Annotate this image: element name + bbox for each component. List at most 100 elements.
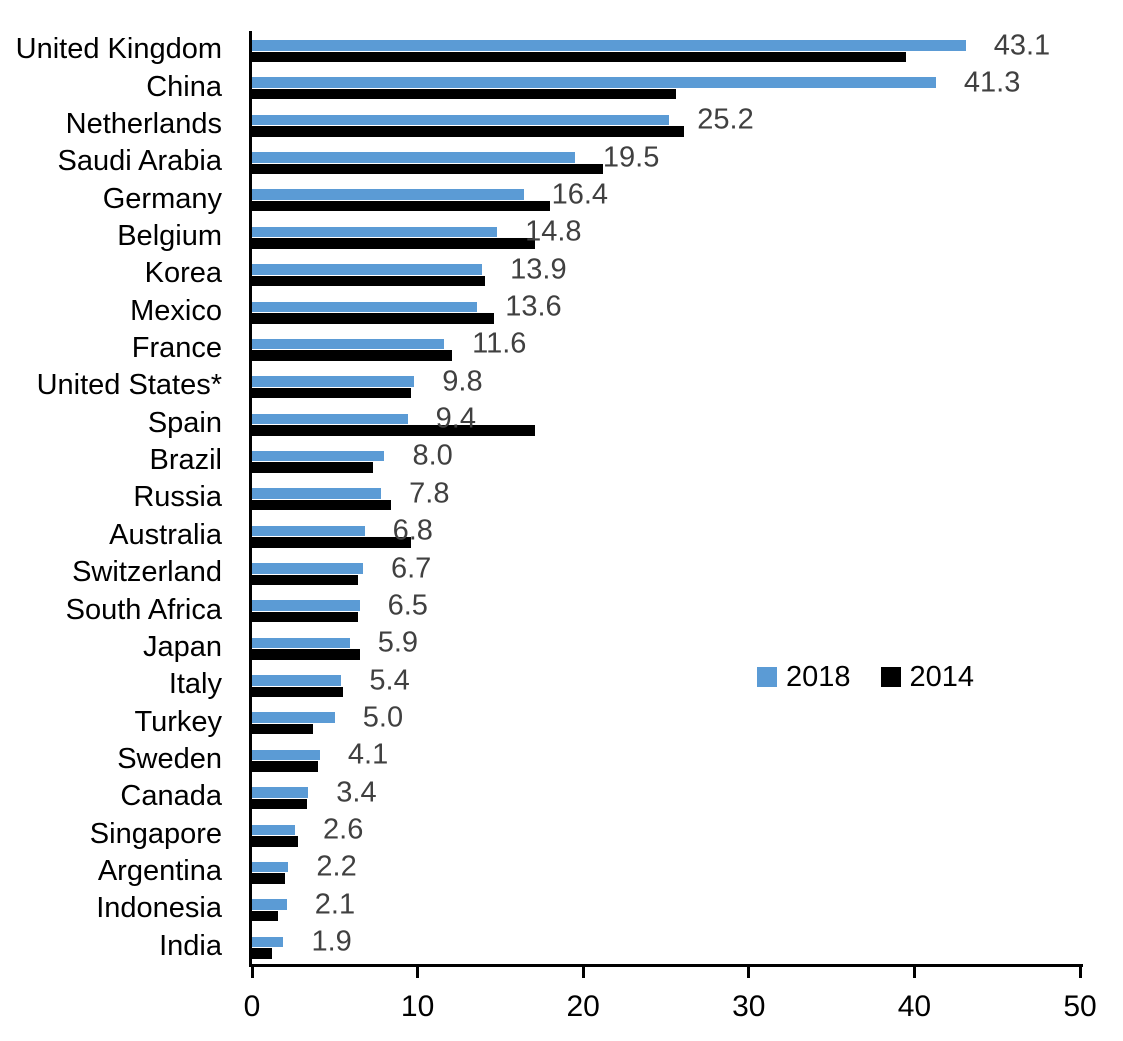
value-label: 5.9 xyxy=(377,626,419,659)
bar-2018 xyxy=(252,376,415,387)
category-label: Spain xyxy=(147,406,222,439)
bar-2018 xyxy=(252,712,335,723)
bar-row: 6.8 xyxy=(252,516,1112,554)
bar-2014 xyxy=(252,873,286,884)
legend: 2018 2014 xyxy=(757,662,974,691)
bar-2018 xyxy=(252,152,575,163)
x-axis-tick xyxy=(581,967,585,978)
value-label: 2.6 xyxy=(323,813,364,846)
bar-2014 xyxy=(252,948,272,959)
bar-2018 xyxy=(252,264,483,275)
bar-2018 xyxy=(252,861,289,873)
bar-row: 1.9 xyxy=(252,927,1112,965)
legend-swatch-2018-icon xyxy=(757,667,777,687)
x-axis-tick xyxy=(747,967,751,978)
x-axis-line xyxy=(249,964,1083,967)
category-label: Turkey xyxy=(134,705,222,738)
category-label: India xyxy=(159,929,222,962)
bar-row: 25.2 xyxy=(252,103,1112,143)
bar-row: 5.0 xyxy=(252,703,1112,740)
value-label: 9.4 xyxy=(435,402,476,435)
x-tick-label: 10 xyxy=(400,990,435,1023)
bar-2014 xyxy=(252,200,551,212)
value-label: 11.6 xyxy=(472,327,527,360)
category-label: Canada xyxy=(120,780,222,813)
bar-row: 2.2 xyxy=(252,852,1112,890)
x-tick-label: 30 xyxy=(732,990,766,1023)
bar-2018 xyxy=(252,787,309,798)
category-label: Indonesia xyxy=(96,892,222,925)
bar-row: 19.5 xyxy=(252,143,1112,180)
bar-2014 xyxy=(252,275,486,287)
bar-2018 xyxy=(252,413,408,425)
bar-2018 xyxy=(252,338,445,350)
value-label: 6.7 xyxy=(390,552,432,585)
x-tick-label: 20 xyxy=(566,990,600,1023)
bar-2014 xyxy=(252,649,360,660)
bar-2014 xyxy=(252,425,536,436)
category-label: Russia xyxy=(133,481,222,514)
y-axis-line xyxy=(249,31,252,967)
bar-2018 xyxy=(252,749,320,761)
legend-label-2018: 2018 xyxy=(786,660,851,693)
legend-swatch-2014-icon xyxy=(880,667,901,687)
category-label: United States* xyxy=(36,369,222,402)
bar-2018 xyxy=(252,525,365,537)
category-label: Italy xyxy=(168,668,222,701)
x-axis-tick xyxy=(1078,967,1082,978)
category-label: Belgium xyxy=(117,219,222,252)
value-label: 5.0 xyxy=(362,701,404,734)
bar-row: 9.4 xyxy=(252,402,1112,442)
x-axis-tick xyxy=(416,967,420,978)
category-label: Japan xyxy=(142,630,222,663)
category-label: Netherlands xyxy=(65,107,222,140)
bar-2014 xyxy=(252,238,536,249)
bar-2018 xyxy=(252,40,966,51)
value-label: 25.2 xyxy=(697,103,754,136)
x-tick-label: 50 xyxy=(1063,990,1097,1023)
bar-2014 xyxy=(252,313,494,324)
legend-label-2014: 2014 xyxy=(909,660,975,693)
bar-2014 xyxy=(252,686,344,698)
category-label: United Kingdom xyxy=(15,33,222,66)
bar-2014 xyxy=(252,798,307,810)
bar-2018 xyxy=(252,936,284,948)
bar-row: 6.7 xyxy=(252,554,1112,591)
x-axis-tick xyxy=(912,967,916,978)
value-label: 4.1 xyxy=(347,738,389,771)
bar-row: 3.4 xyxy=(252,778,1112,815)
category-label: China xyxy=(146,70,222,103)
bar-2014 xyxy=(252,88,676,100)
bar-2014 xyxy=(252,51,907,62)
bar-row: 2.6 xyxy=(252,813,1112,853)
bar-2018 xyxy=(252,226,498,238)
bar-row: 41.3 xyxy=(252,68,1112,105)
category-label: South Africa xyxy=(65,593,222,626)
bar-row: 2.1 xyxy=(252,890,1112,927)
category-label: Mexico xyxy=(130,294,222,327)
bar-row: 5.4 xyxy=(252,666,1112,703)
bar-row: 4.1 xyxy=(252,738,1112,778)
bar-2018 xyxy=(252,114,670,126)
category-label: Singapore xyxy=(89,817,222,850)
x-tick-label: 40 xyxy=(897,990,932,1023)
bar-row: 8.0 xyxy=(252,441,1112,479)
category-label: Brazil xyxy=(149,444,222,477)
bar-row: 16.4 xyxy=(252,180,1112,217)
bar-2014 xyxy=(252,499,392,511)
value-label: 6.5 xyxy=(387,589,428,622)
bar-2014 xyxy=(252,387,411,399)
legend-item-2018: 2018 xyxy=(757,660,851,693)
bar-2014 xyxy=(252,910,279,922)
bar-row: 7.8 xyxy=(252,479,1112,516)
category-label: Switzerland xyxy=(72,556,222,589)
bar-2014 xyxy=(252,462,373,473)
bar-2018 xyxy=(252,488,382,499)
bar-row: 14.8 xyxy=(252,217,1112,255)
value-label: 41.3 xyxy=(963,66,1021,99)
value-label: 16.4 xyxy=(551,178,609,211)
bar-row: 9.8 xyxy=(252,367,1112,404)
bar-2018 xyxy=(252,899,287,910)
bar-2018 xyxy=(252,77,936,88)
